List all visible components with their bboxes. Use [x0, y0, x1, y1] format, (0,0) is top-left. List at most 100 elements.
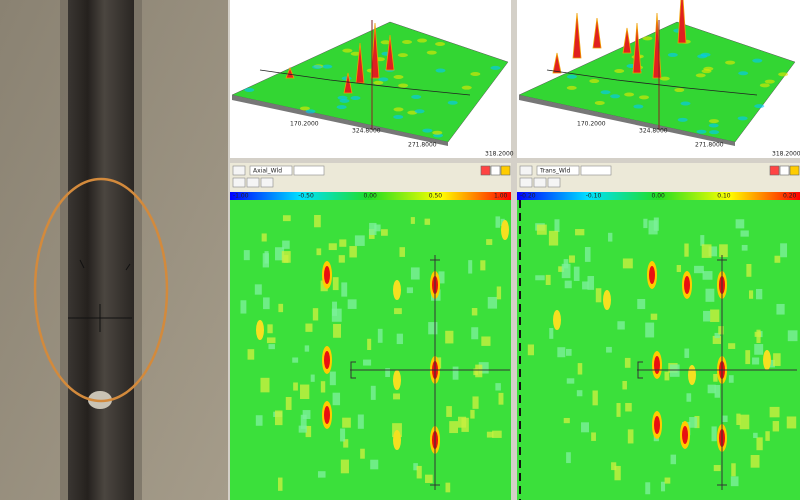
noise [495, 383, 501, 391]
channel-label: Axial_Wld [253, 168, 282, 175]
noise [300, 414, 307, 429]
surface-ripple [378, 77, 389, 82]
noise [702, 271, 713, 280]
trace [546, 69, 758, 96]
noise [354, 235, 365, 246]
signal-spike [572, 12, 582, 59]
noise [624, 357, 631, 368]
surface-ripple [322, 64, 333, 69]
noise [347, 299, 357, 309]
tool-button[interactable] [533, 177, 547, 188]
surface-ripple [380, 40, 391, 45]
toolbar-field[interactable] [293, 165, 325, 176]
noise [278, 477, 283, 491]
signal-spike [285, 66, 295, 79]
noise [393, 393, 401, 400]
noise [480, 260, 486, 271]
noise [285, 396, 292, 410]
tool-button[interactable] [480, 165, 491, 176]
surface-ripple [435, 68, 446, 73]
tool-button[interactable] [789, 165, 800, 176]
noise [243, 250, 250, 261]
noise [331, 308, 342, 322]
tool-button[interactable] [519, 165, 533, 176]
noise [577, 363, 583, 375]
signal-spike [592, 17, 602, 49]
noise [765, 431, 770, 441]
noise [328, 243, 337, 251]
toolbar-field[interactable] [580, 165, 612, 176]
tool-button[interactable] [232, 165, 246, 176]
noise [274, 410, 283, 426]
noise [254, 284, 262, 295]
noise [304, 345, 310, 352]
tool-button[interactable] [769, 165, 780, 176]
noise [349, 246, 357, 258]
noise [573, 266, 580, 281]
noise [584, 247, 591, 262]
noise [247, 349, 255, 360]
indication [654, 356, 660, 374]
noise [622, 380, 627, 390]
noise [753, 432, 758, 439]
tool-button[interactable] [246, 177, 260, 188]
3d-surface-edge [519, 95, 735, 146]
noise [314, 215, 321, 228]
noise [341, 282, 348, 297]
noise [339, 239, 347, 247]
noise [268, 344, 275, 350]
noise [700, 235, 705, 246]
noise [670, 454, 677, 465]
channel-label: Trans_Wld [539, 168, 570, 175]
surface-ripple [708, 123, 719, 128]
noise [568, 255, 575, 263]
surface-ripple [305, 109, 316, 114]
indication-weak [763, 350, 771, 370]
noise [660, 481, 666, 492]
tool-button[interactable] [490, 165, 501, 176]
surface-ripple [432, 130, 443, 135]
noise [728, 343, 736, 349]
noise [774, 255, 781, 263]
noise [468, 260, 473, 274]
noise [282, 240, 290, 249]
scale-label: 0.00 [364, 193, 378, 200]
noise [342, 417, 351, 428]
surface-ripple [600, 90, 611, 95]
indication-weak [393, 370, 401, 390]
noise [786, 416, 797, 429]
indication-weak [603, 290, 611, 310]
noise [563, 417, 570, 424]
indication-weak [393, 280, 401, 300]
surface-ripple [594, 100, 605, 105]
tool-button[interactable] [547, 177, 561, 188]
surface-ripple [417, 38, 428, 43]
surface-ripple [752, 58, 763, 63]
noise [703, 310, 711, 322]
tool-button[interactable] [500, 165, 511, 176]
tool-button[interactable] [779, 165, 790, 176]
tool-button[interactable] [260, 177, 274, 188]
noise [452, 366, 459, 380]
surface-ripple [614, 69, 625, 74]
tool-button[interactable] [519, 177, 533, 188]
noise [776, 303, 785, 315]
signal-spike [355, 42, 365, 84]
noise [664, 371, 670, 381]
noise [399, 247, 405, 257]
channel-button[interactable] [249, 165, 293, 176]
noise [710, 309, 720, 322]
noise [340, 459, 349, 474]
noise [472, 396, 479, 409]
surface-ripple [402, 40, 413, 45]
noise [240, 300, 247, 314]
noise [684, 243, 689, 257]
channel-button[interactable] [536, 165, 580, 176]
noise [564, 280, 572, 289]
tool-button[interactable] [232, 177, 246, 188]
surface-ripple [624, 92, 635, 97]
axis-label: 318.2000 [485, 151, 514, 158]
noise [587, 276, 595, 290]
surface-ripple [677, 117, 688, 122]
noise [374, 224, 381, 232]
